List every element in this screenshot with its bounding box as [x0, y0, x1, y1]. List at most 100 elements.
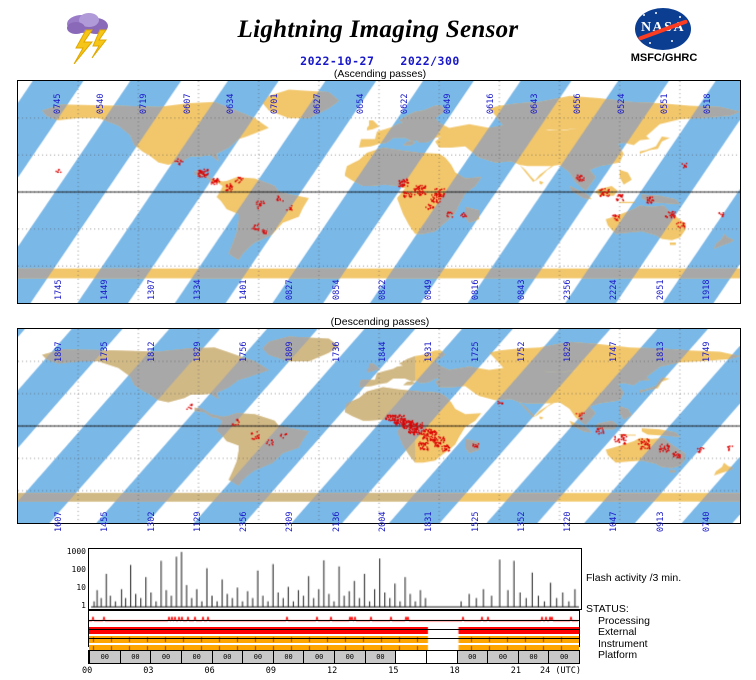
- orbit-label: 0913: [656, 512, 666, 532]
- hour-cell: 00: [89, 651, 120, 663]
- orbit-label: 0524: [617, 94, 627, 114]
- orbit-label: 1807: [54, 342, 64, 362]
- status-bar-processing: [88, 610, 580, 620]
- orbit-label: 1449: [100, 280, 110, 300]
- subtitle-ascending: (Ascending passes): [240, 68, 520, 80]
- orbit-label: 2309: [285, 512, 295, 532]
- orbit-label: 2004: [378, 512, 388, 532]
- orbit-label: 0701: [270, 94, 280, 114]
- orbit-label: 0719: [139, 94, 149, 114]
- orbit-label: 1525: [471, 512, 481, 532]
- orbit-label: 1813: [656, 342, 666, 362]
- status-bar-platform: [88, 638, 580, 647]
- hour-cell: 00: [548, 651, 579, 663]
- orbit-label: 0822: [378, 280, 388, 300]
- orbit-label: 0843: [517, 280, 527, 300]
- orbit-label: 1735: [100, 342, 110, 362]
- orbit-label: 0540: [96, 94, 106, 114]
- date-iso: 2022-10-27: [300, 54, 374, 68]
- orbit-label: 0854: [332, 280, 342, 300]
- orbit-label: 1352: [517, 512, 527, 532]
- orbit-label: 0745: [53, 94, 63, 114]
- hour-cell: 00: [518, 651, 549, 663]
- nasa-meatball-logo: NASA: [630, 8, 696, 54]
- orbit-label: 1749: [702, 342, 712, 362]
- flash-activity-legend: Flash activity /3 min.: [586, 572, 681, 584]
- orbit-label: 0616: [486, 94, 496, 114]
- time-axis-tick: 18: [450, 666, 460, 676]
- time-axis-tick: 21: [511, 666, 521, 676]
- flash-activity-plot: [88, 548, 582, 610]
- orbit-label: 0849: [424, 280, 434, 300]
- time-axis-tick: 09: [266, 666, 276, 676]
- orbit-label: 1220: [563, 512, 573, 532]
- orbit-label: 0649: [443, 94, 453, 114]
- orbit-label: 2356: [563, 280, 573, 300]
- orbit-label: 1745: [54, 280, 64, 300]
- orbit-label: 1607: [54, 512, 64, 532]
- orbit-label: 0551: [660, 94, 670, 114]
- status-legend: STATUS: Processing External Instrument P…: [586, 604, 650, 662]
- status-legend-header: STATUS:: [586, 604, 650, 616]
- subtitle-descending: (Descending passes): [240, 316, 520, 328]
- orbit-label: 0607: [183, 94, 193, 114]
- status-legend-platform: Platform: [598, 650, 650, 662]
- orbit-label: 1844: [378, 342, 388, 362]
- time-axis-tick: 00: [82, 666, 92, 676]
- date-doy: 2022/300: [400, 54, 459, 68]
- flash-activity-canvas: [89, 549, 581, 609]
- orbit-label: 0627: [313, 94, 323, 114]
- time-axis-tick: 12: [327, 666, 337, 676]
- hour-cell: 00: [242, 651, 273, 663]
- hour-cell: 00: [120, 651, 151, 663]
- hour-cell: [426, 651, 457, 663]
- orbit-label: 1809: [285, 342, 295, 362]
- status-bar-external: [88, 620, 580, 629]
- orbit-label: 0622: [400, 94, 410, 114]
- date-line: 2022-10-27 2022/300: [240, 54, 520, 68]
- orbit-label: 2224: [609, 280, 619, 300]
- hour-cell: 00: [334, 651, 365, 663]
- orbit-label: 1047: [609, 512, 619, 532]
- hour-cell: 00: [181, 651, 212, 663]
- orbit-label: 1455: [100, 512, 110, 532]
- orbit-label: 1831: [424, 512, 434, 532]
- orbit-label: 0518: [703, 94, 713, 114]
- orbit-label: 1756: [239, 342, 249, 362]
- time-axis: 00 00 00 00 00 00 00 00 00 00 00 00 00 00: [88, 650, 580, 664]
- orbit-label: 0740: [702, 512, 712, 532]
- lis-daily-summary-page: Lightning Imaging Sensor 2022-10-27 2022/…: [0, 0, 756, 680]
- flash-y-tick: 1: [58, 601, 86, 610]
- orbit-label: 0656: [573, 94, 583, 114]
- orbit-label: 1829: [193, 342, 203, 362]
- flash-y-tick: 10: [58, 583, 86, 592]
- orbit-label: 0643: [530, 94, 540, 114]
- orbit-label: 1307: [147, 280, 157, 300]
- orbit-label: 1747: [609, 342, 619, 362]
- orbit-label: 1401: [239, 280, 249, 300]
- orbit-label: 0634: [226, 94, 236, 114]
- hour-cell: 00: [457, 651, 488, 663]
- orbit-label: 1302: [147, 512, 157, 532]
- time-axis-tick: 15: [388, 666, 398, 676]
- orbit-label: 1736: [332, 342, 342, 362]
- time-axis-tick: 03: [143, 666, 153, 676]
- orbit-label: 1918: [702, 280, 712, 300]
- hour-cell: 00: [303, 651, 334, 663]
- flash-y-tick: 100: [58, 565, 86, 574]
- ascending-passes-map: [17, 80, 741, 304]
- status-bar-instrument: [88, 629, 580, 638]
- orbit-label: 2136: [332, 512, 342, 532]
- orbit-label: 2051: [656, 280, 666, 300]
- hour-cell: [395, 651, 426, 663]
- orbit-label: 0654: [356, 94, 366, 114]
- hour-cell: 00: [150, 651, 181, 663]
- hour-cell: 00: [365, 651, 396, 663]
- time-axis-end-label: 24 (UTC): [540, 666, 581, 676]
- orbit-label: 1129: [193, 512, 203, 532]
- orbit-label: 1334: [193, 280, 203, 300]
- hour-cell: 00: [212, 651, 243, 663]
- time-axis-tick: 06: [205, 666, 215, 676]
- orbit-label: 1752: [517, 342, 527, 362]
- orbit-label: 1812: [147, 342, 157, 362]
